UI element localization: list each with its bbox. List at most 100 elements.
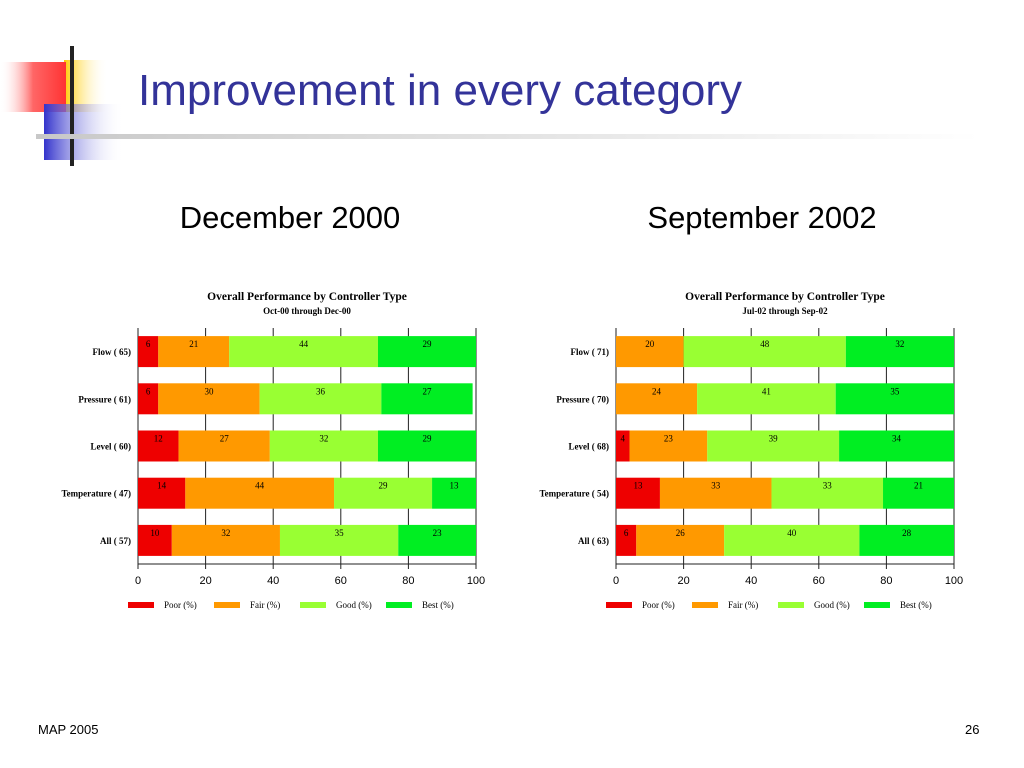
corner-decoration (0, 46, 126, 166)
chart-subtitle: Oct-00 through Dec-00 (263, 306, 351, 316)
x-tick-label: 100 (945, 575, 963, 587)
bar-poor (138, 430, 179, 462)
bar-good (259, 383, 382, 415)
legend-label: Poor (%) (642, 600, 675, 610)
bar-best (883, 477, 954, 509)
legend-swatch-best (864, 602, 890, 608)
legend-label: Best (%) (900, 600, 932, 610)
data-label: 39 (769, 434, 779, 444)
data-label: 26 (676, 528, 686, 538)
bar-poor (616, 430, 630, 462)
data-label: 24 (652, 386, 662, 396)
category-label: Level ( 60) (91, 442, 132, 452)
bar-good (724, 524, 860, 556)
bar-poor (616, 524, 637, 556)
bar-fair (659, 477, 772, 509)
bar-best (432, 477, 476, 509)
legend-swatch-poor (128, 602, 154, 608)
bar-best (859, 524, 954, 556)
legend-label: Good (%) (814, 600, 850, 610)
x-tick-label: 40 (745, 575, 757, 587)
legend-swatch-poor (606, 602, 632, 608)
x-tick-label: 40 (267, 575, 279, 587)
data-label: 27 (422, 386, 432, 396)
x-tick-label: 80 (880, 575, 892, 587)
x-tick-label: 0 (613, 575, 619, 587)
bar-good (771, 477, 884, 509)
bar-fair (185, 477, 335, 509)
chart-title: Overall Performance by Controller Type (207, 291, 407, 303)
bar-good (697, 383, 836, 415)
bar-best (381, 383, 473, 415)
bar-fair (629, 430, 708, 462)
bar-fair (171, 524, 280, 556)
data-label: 12 (154, 434, 163, 444)
data-label: 13 (633, 481, 643, 491)
data-label: 27 (220, 434, 230, 444)
data-label: 13 (450, 481, 460, 491)
x-tick-label: 80 (402, 575, 414, 587)
bar-best (377, 336, 476, 368)
data-label: 6 (146, 339, 151, 349)
data-label: 35 (335, 528, 345, 538)
data-label: 32 (221, 528, 230, 538)
data-label: 14 (157, 481, 167, 491)
bar-poor (616, 477, 660, 509)
legend-label: Fair (%) (728, 600, 758, 610)
data-label: 40 (787, 528, 797, 538)
data-label: 4 (621, 434, 626, 444)
data-label: 35 (890, 386, 900, 396)
data-label: 20 (645, 339, 655, 349)
category-label: Flow ( 65) (93, 347, 132, 357)
legend-label: Poor (%) (164, 600, 197, 610)
data-label: 29 (422, 339, 432, 349)
bar-good (334, 477, 433, 509)
chart-subtitle: Jul-02 through Sep-02 (742, 306, 828, 316)
x-tick-label: 60 (335, 575, 347, 587)
x-tick-label: 20 (199, 575, 211, 587)
data-label: 23 (433, 528, 443, 538)
category-label: Pressure ( 70) (556, 394, 609, 404)
x-tick-label: 20 (677, 575, 689, 587)
legend-label: Good (%) (336, 600, 372, 610)
data-label: 28 (902, 528, 912, 538)
category-label: Flow ( 71) (571, 347, 610, 357)
period-label-right: September 2002 (647, 200, 877, 235)
period-label-left: December 2000 (179, 200, 401, 235)
data-label: 32 (895, 339, 904, 349)
data-label: 32 (319, 434, 328, 444)
slide-title: Improvement in every category (138, 66, 743, 115)
data-label: 6 (624, 528, 629, 538)
chart-title: Overall Performance by Controller Type (685, 291, 885, 303)
data-label: 33 (711, 481, 721, 491)
data-label: 23 (664, 434, 674, 444)
category-label: Temperature ( 47) (62, 489, 132, 499)
legend-swatch-good (778, 602, 804, 608)
bar-poor (138, 477, 186, 509)
bar-fair (158, 336, 230, 368)
bar-fair (616, 383, 698, 415)
bar-good (269, 430, 378, 462)
data-label: 34 (892, 434, 902, 444)
data-label: 44 (299, 339, 309, 349)
data-label: 33 (823, 481, 833, 491)
bar-good (229, 336, 378, 368)
legend-swatch-best (386, 602, 412, 608)
bar-fair (158, 383, 260, 415)
bar-good (279, 524, 399, 556)
category-label: All ( 57) (100, 536, 131, 546)
bar-fair (178, 430, 270, 462)
category-label: Level ( 68) (569, 442, 610, 452)
x-tick-label: 0 (135, 575, 141, 587)
category-label: All ( 63) (578, 536, 609, 546)
data-label: 48 (760, 339, 770, 349)
bar-fair (636, 524, 725, 556)
bar-good (683, 336, 846, 368)
bar-best (845, 336, 954, 368)
footer-text: MAP 2005 (38, 722, 99, 737)
category-label: Pressure ( 61) (78, 394, 131, 404)
legend-swatch-fair (214, 602, 240, 608)
category-label: Temperature ( 54) (540, 489, 610, 499)
bar-best (835, 383, 954, 415)
bar-poor (138, 524, 172, 556)
